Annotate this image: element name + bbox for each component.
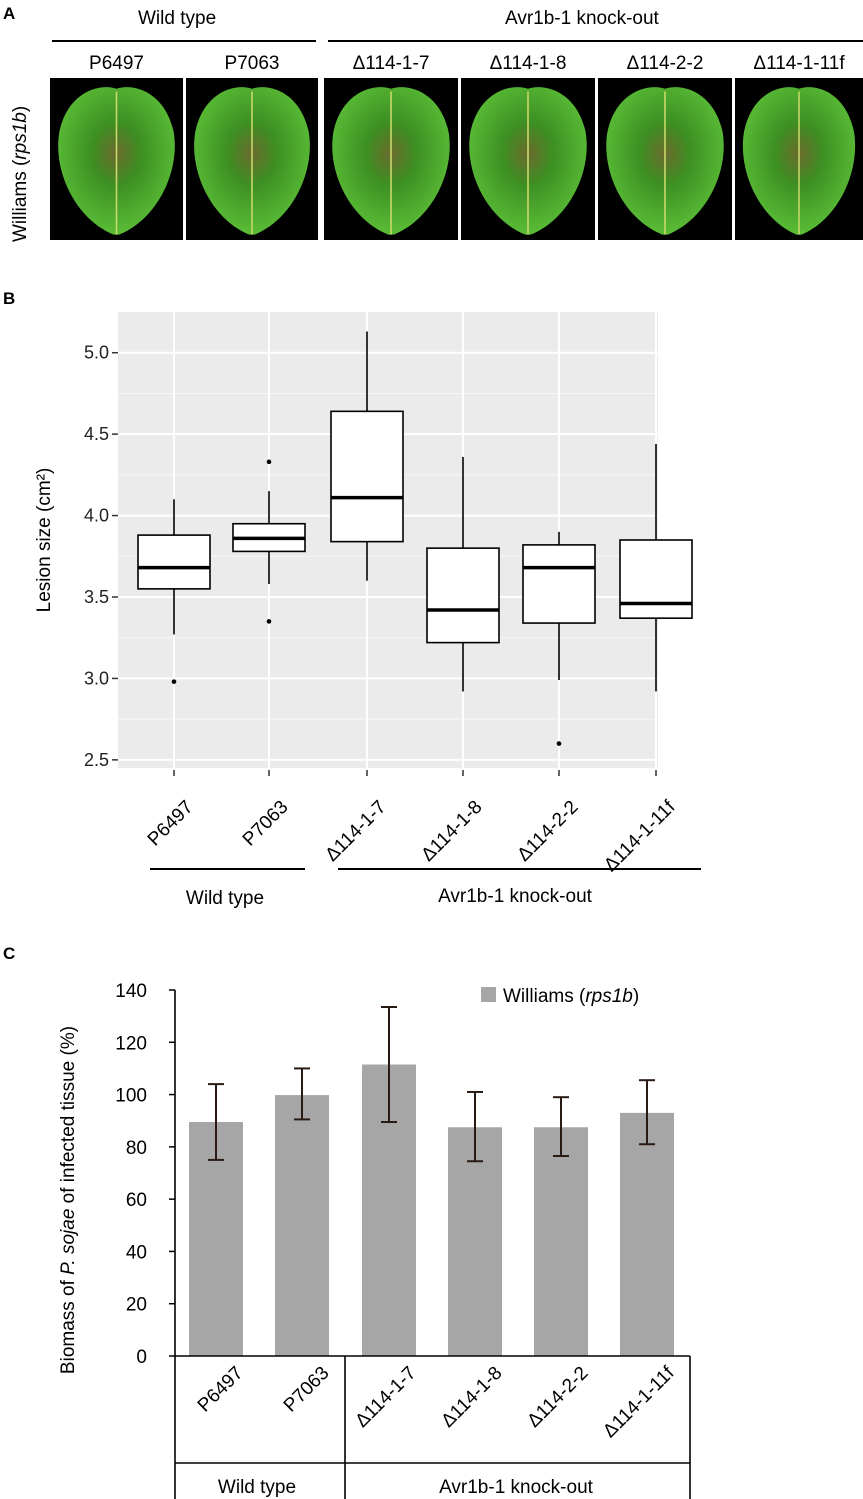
panel-a-ko-bracket: [328, 40, 863, 42]
legend-label: Williams (rps1b): [503, 986, 639, 1007]
leaf-photo: [461, 78, 595, 240]
group-label-wild: Wild type: [218, 1477, 296, 1498]
leaf-photo: [735, 78, 863, 240]
y-tick-label: 100: [115, 1086, 147, 1107]
y-tick-label: 0: [136, 1347, 147, 1368]
y-tick-label: 3.5: [84, 587, 109, 607]
panel-a-strain-label: P6497: [89, 53, 144, 74]
bar: [448, 1127, 502, 1356]
leaf-photo: [324, 78, 458, 240]
y-tick-label: 20: [126, 1295, 147, 1316]
panel-c-letter: C: [3, 944, 16, 963]
outlier-point: [266, 459, 272, 465]
y-tick-label: 2.5: [84, 750, 109, 770]
panel-a-strain-label: Δ114-1-8: [489, 53, 567, 74]
x-tick-label: P6497: [194, 1363, 248, 1417]
legend-swatch: [481, 987, 496, 1002]
y-tick-label: 80: [126, 1138, 147, 1159]
y-axis-label: Lesion size (cm²): [34, 468, 55, 613]
legend-label-prefix: Williams (: [503, 986, 586, 1007]
y-tick-label: 3.0: [84, 668, 109, 688]
box: [137, 534, 211, 590]
box: [522, 544, 596, 624]
x-tick-label: Δ114-1-7: [351, 1363, 420, 1432]
outlier-point: [171, 679, 177, 684]
panel-a-strain-label: Δ114-1-11f: [753, 53, 845, 74]
y-axis-label: Biomass of P. sojae of infected tissue (…: [58, 1026, 79, 1374]
panel-a-wild-bracket: [52, 40, 316, 42]
x-tick-label: Δ114-1-11f: [599, 1362, 679, 1442]
outlier-point: [556, 741, 562, 746]
x-tick-label: P7063: [280, 1363, 334, 1417]
y-axis-label-prefix: Biomass of: [58, 1275, 79, 1374]
panel-b-letter: B: [3, 289, 16, 308]
bar: [275, 1095, 329, 1356]
panel-a-strain-label: Δ114-1-7: [352, 53, 430, 74]
y-tick-label: 5.0: [84, 343, 109, 363]
panel-a-group-ko-label: Avr1b-1 knock-out: [505, 8, 659, 29]
leaf-photo: [50, 78, 183, 240]
outlier-point: [266, 619, 272, 624]
bar: [534, 1127, 588, 1356]
panel-a-strain-label: P7063: [224, 53, 280, 74]
bar: [189, 1122, 243, 1356]
y-tick-label: 40: [126, 1242, 147, 1263]
leaf-photo: [598, 78, 732, 240]
group-label-wild: Wild type: [186, 888, 264, 909]
x-tick-label: Δ114-1-8: [437, 1363, 506, 1432]
panel-a-strain-label: Δ114-2-2: [626, 53, 704, 74]
group-label-ko: Avr1b-1 knock-out: [438, 886, 593, 907]
bar: [620, 1112, 674, 1356]
box: [330, 410, 404, 543]
y-tick-label: 4.0: [84, 506, 109, 526]
panel-a-letter: A: [3, 4, 16, 23]
y-tick-label: 140: [115, 981, 147, 1002]
group-label-ko: Avr1b-1 knock-out: [439, 1477, 594, 1498]
y-axis-label-italic: P. sojae: [58, 1209, 79, 1275]
box: [426, 547, 500, 644]
legend-label-italic: rps1b: [585, 986, 633, 1007]
legend-label-suffix: ): [633, 986, 639, 1007]
leaf-photo: [186, 78, 318, 240]
panel-a-group-wild-label: Wild type: [138, 8, 217, 29]
y-tick-label: 120: [115, 1033, 147, 1054]
y-axis-label-suffix: of infected tissue (%): [58, 1026, 79, 1209]
y-tick-label: 60: [126, 1190, 147, 1211]
y-tick-label: 4.5: [84, 424, 109, 444]
x-tick-label: Δ114-2-2: [523, 1363, 592, 1432]
